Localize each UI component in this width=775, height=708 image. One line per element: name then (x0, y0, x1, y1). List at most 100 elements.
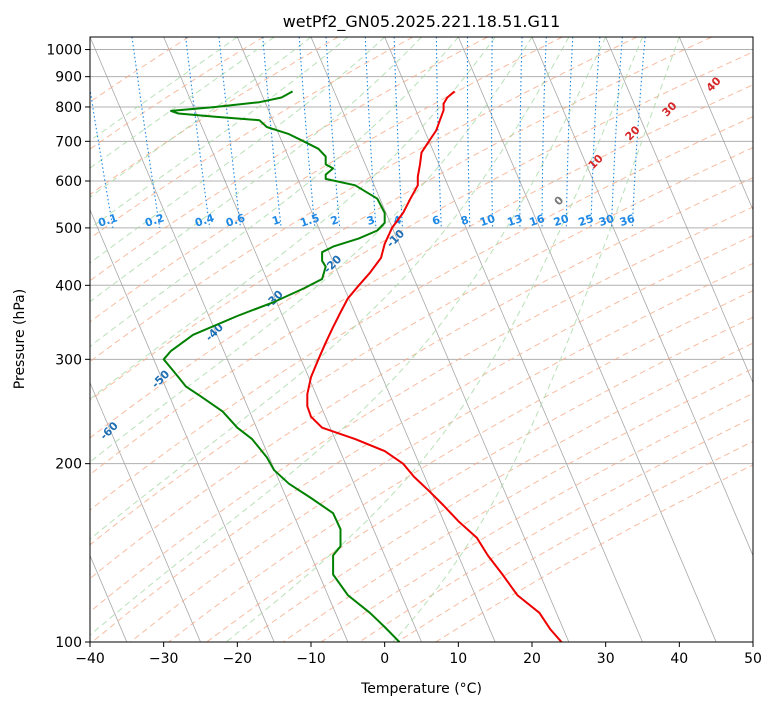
moist-adiabat (225, 37, 643, 642)
chart-title: wetPf2_GN05.2025.221.18.51.G11 (283, 12, 561, 32)
moist-adiabat (90, 37, 312, 198)
x-tick-label: 0 (380, 651, 389, 667)
y-tick-label: 800 (55, 100, 82, 116)
y-tick-label: 100 (55, 635, 82, 651)
x-tick-label: 20 (523, 651, 541, 667)
mixing-ratio-label: 1.5 (299, 211, 322, 229)
dry-adiabat (282, 367, 753, 642)
moist-adiabat (90, 37, 422, 303)
y-tick-label: 200 (55, 457, 82, 473)
isotherm-line (90, 208, 275, 642)
isotherm-line (90, 381, 201, 642)
isotherm-line (90, 37, 349, 642)
mixing-ratio-line (131, 37, 161, 228)
mixing-ratio-label: 0.4 (193, 211, 216, 229)
moist-adiabat (90, 37, 570, 540)
moist-adiabat (392, 37, 680, 642)
y-tick-label: 500 (55, 221, 82, 237)
x-tick-label: 40 (670, 651, 688, 667)
isotherm-label: -70 (48, 476, 71, 499)
background-lines (90, 37, 753, 642)
adiabat-label: 30 (660, 99, 680, 119)
y-axis: 100 200 300 400 500 600 700 800 900 1000 (46, 43, 90, 651)
mixing-ratio-label: 0.2 (143, 211, 166, 229)
y-tick-label: 900 (55, 70, 82, 86)
isotherm-line (236, 37, 496, 642)
mixing-ratio-label: 0.1 (97, 211, 120, 229)
dry-adiabat (90, 37, 264, 150)
temperature-profile (306, 90, 563, 642)
x-axis-label: Temperature (°C) (360, 681, 482, 697)
isotherm-label: -40 (203, 320, 226, 343)
moist-adiabat (90, 37, 349, 230)
x-tick-label: 30 (597, 651, 615, 667)
mixing-ratio-label: 2 (329, 213, 340, 228)
moist-adiabat (90, 37, 238, 142)
x-tick-label: −40 (75, 651, 105, 667)
isotherm-label: -80 (0, 523, 18, 546)
y-axis-label: Pressure (hPa) (12, 289, 28, 389)
dry-adiabat (90, 84, 753, 476)
dry-adiabat (90, 51, 753, 439)
x-tick-label: 50 (744, 651, 762, 667)
x-axis: −40 −30 −20 −10 0 10 20 30 40 50 (75, 642, 762, 667)
isotherm-line (457, 37, 717, 642)
adiabat-label: 10 (586, 152, 606, 172)
dry-adiabat (90, 116, 753, 511)
mixing-ratio-label: 0.6 (224, 211, 247, 229)
dry-adiabat (90, 37, 712, 401)
adiabat-label: 40 (704, 74, 724, 94)
dry-adiabat (90, 37, 190, 103)
moist-adiabat (90, 37, 275, 169)
dry-adiabat (91, 234, 753, 642)
mixing-ratio-label: 20 (552, 212, 571, 229)
dry-adiabat (90, 177, 753, 580)
dry-adiabat (359, 416, 753, 642)
y-tick-label: 700 (55, 134, 82, 150)
dry-adiabat (206, 316, 753, 642)
y-tick-label: 1000 (46, 43, 82, 59)
mixing-ratio-label: 1 (270, 213, 281, 228)
isotherm-line (605, 37, 753, 384)
moist-adiabat (90, 37, 496, 400)
mixing-ratio-label: 8 (459, 213, 470, 228)
dewpoint-profile (162, 90, 401, 642)
isotherm-line (678, 37, 753, 211)
dry-adiabat (90, 37, 339, 196)
dry-adiabat (90, 146, 753, 546)
dry-adiabat (90, 37, 488, 282)
mixing-ratio-label: 3 (365, 213, 376, 228)
dry-adiabat (168, 290, 753, 642)
mixing-ratio-label: 30 (597, 212, 616, 229)
mixing-ratio-label: 36 (618, 212, 637, 229)
mixing-ratio-label: 10 (478, 212, 497, 229)
mixing-ratio-line (519, 37, 523, 228)
isotherm-line (163, 37, 422, 642)
moist-adiabat (90, 37, 459, 348)
y-tick-label: 300 (55, 352, 82, 368)
dry-adiabat (90, 37, 563, 323)
dry-adiabat (435, 464, 753, 642)
mixing-ratio-line (298, 37, 316, 228)
mixing-ratio-line (90, 85, 114, 228)
plot-frame (89, 36, 754, 643)
y-tick-label: 400 (55, 278, 82, 294)
dry-adiabat (244, 342, 753, 642)
mixing-ratio-label: 6 (431, 213, 443, 228)
x-tick-label: −30 (149, 651, 179, 667)
mixing-ratio-line (631, 37, 646, 228)
isotherm-line (531, 37, 753, 557)
adiabat-label: 20 (623, 123, 643, 143)
isotherm-label: -50 (149, 367, 172, 390)
moist-adiabat (90, 37, 533, 463)
dry-adiabat (90, 37, 638, 363)
moist-adiabat (90, 37, 607, 636)
isotherm-label: -30 (263, 288, 286, 311)
isotherm-label: -60 (98, 419, 121, 442)
dry-adiabat (130, 262, 753, 642)
mixing-ratio-label: 13 (506, 212, 525, 229)
mixing-ratio-line (490, 37, 494, 228)
x-tick-label: −20 (223, 651, 253, 667)
adiabat-label: 0 (552, 193, 567, 208)
